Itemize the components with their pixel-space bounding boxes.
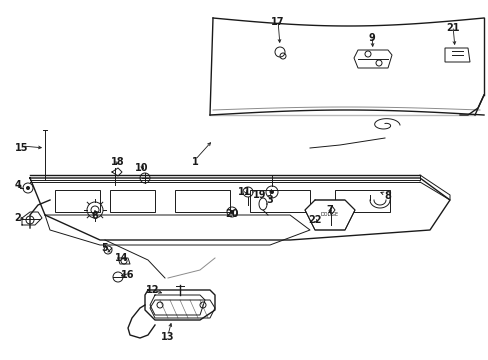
Text: 20: 20 bbox=[225, 209, 238, 219]
Text: 16: 16 bbox=[121, 270, 135, 280]
Text: 10: 10 bbox=[135, 163, 148, 173]
Text: 9: 9 bbox=[368, 33, 375, 43]
Text: 15: 15 bbox=[15, 143, 29, 153]
Text: 11: 11 bbox=[238, 187, 251, 197]
Bar bbox=[334, 190, 389, 212]
Text: 12: 12 bbox=[146, 285, 160, 295]
Text: 17: 17 bbox=[271, 17, 284, 27]
Text: 19: 19 bbox=[253, 190, 266, 200]
Text: 7: 7 bbox=[326, 205, 333, 215]
Text: DODGE: DODGE bbox=[320, 212, 338, 217]
Text: 21: 21 bbox=[446, 23, 459, 33]
Text: 14: 14 bbox=[115, 253, 128, 263]
Polygon shape bbox=[444, 48, 469, 62]
Text: 4: 4 bbox=[15, 180, 21, 190]
Circle shape bbox=[269, 190, 273, 194]
Bar bbox=[110, 190, 155, 212]
Text: 8: 8 bbox=[384, 191, 390, 201]
Text: 18: 18 bbox=[111, 157, 124, 167]
Text: 22: 22 bbox=[307, 215, 321, 225]
Polygon shape bbox=[353, 50, 391, 68]
Bar bbox=[249, 190, 309, 212]
Text: 5: 5 bbox=[102, 243, 108, 253]
Text: 2: 2 bbox=[15, 213, 21, 223]
Polygon shape bbox=[305, 200, 354, 230]
Polygon shape bbox=[150, 300, 215, 318]
Bar bbox=[175, 190, 229, 212]
Circle shape bbox=[26, 186, 30, 190]
Circle shape bbox=[229, 210, 234, 214]
Text: 13: 13 bbox=[161, 332, 174, 342]
Text: 1: 1 bbox=[191, 157, 198, 167]
Text: 6: 6 bbox=[91, 211, 98, 221]
Text: 3: 3 bbox=[266, 195, 273, 205]
Bar bbox=[55, 190, 100, 212]
